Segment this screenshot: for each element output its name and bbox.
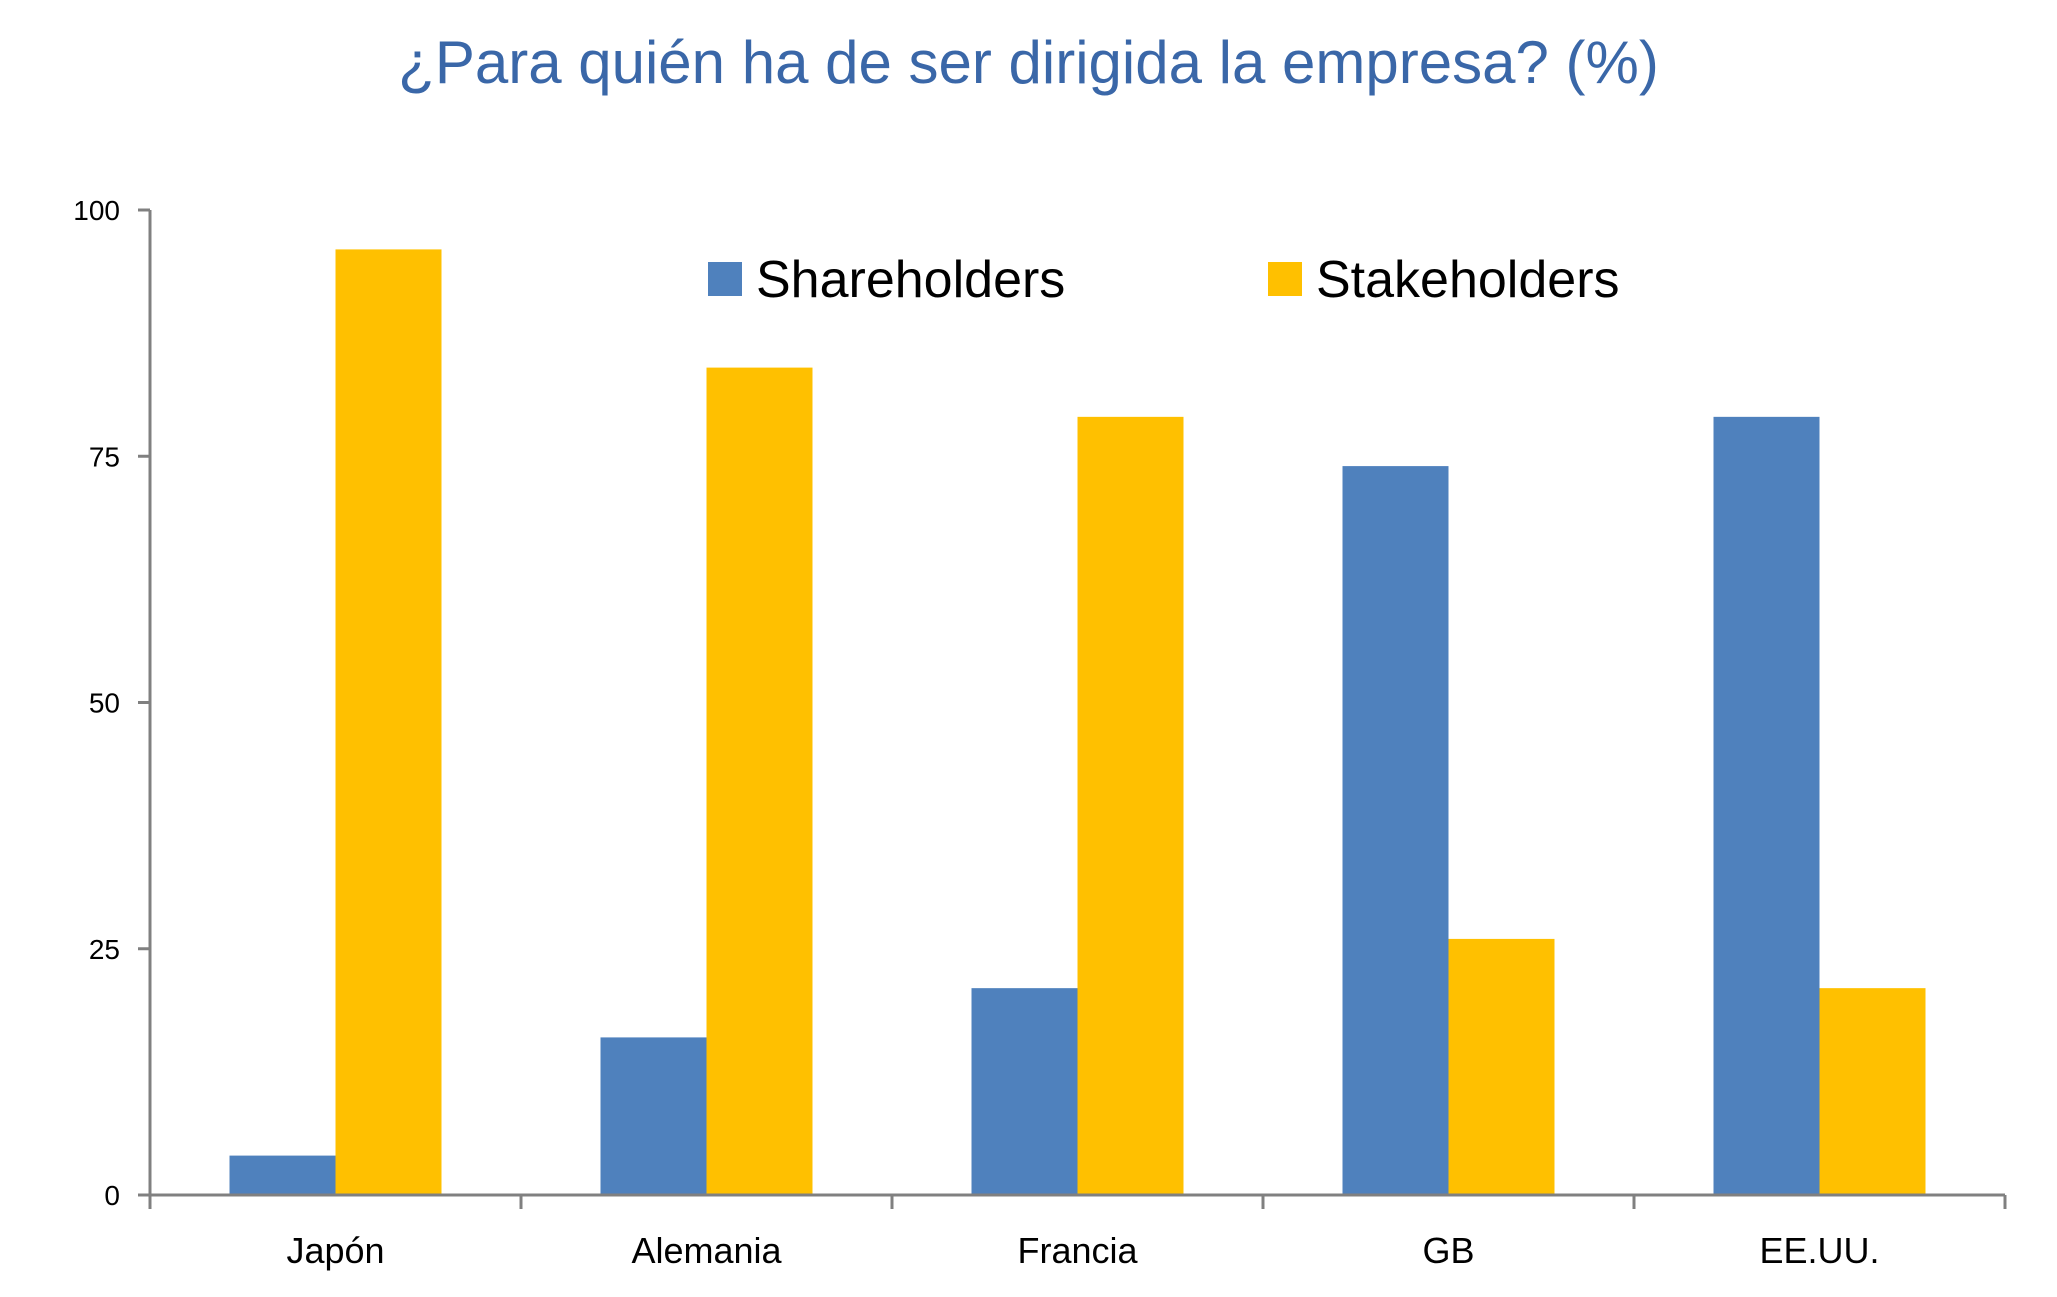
x-category-label: Francia xyxy=(1017,1230,1138,1271)
bar-stakeholders-4 xyxy=(1819,988,1926,1195)
y-tick-label: 50 xyxy=(89,688,120,719)
bar-stakeholders-2 xyxy=(1077,416,1184,1196)
x-category-label: EE.UU. xyxy=(1759,1230,1879,1271)
y-axis-ticks: 0 25 50 75 100 xyxy=(73,195,150,1211)
legend-swatch-shareholders xyxy=(708,262,742,296)
bar-shareholders-3 xyxy=(1342,466,1449,1196)
chart-title: ¿Para quién ha de ser dirigida la empres… xyxy=(398,29,1659,96)
legend-label-shareholders: Shareholders xyxy=(756,251,1065,309)
legend: Shareholders Stakeholders xyxy=(708,251,1620,309)
x-category-label: Alemania xyxy=(631,1230,782,1271)
bar-shareholders-2 xyxy=(971,988,1078,1195)
legend-swatch-stakeholders xyxy=(1268,262,1302,296)
legend-label-stakeholders: Stakeholders xyxy=(1316,251,1620,309)
bar-shareholders-0 xyxy=(229,1155,336,1195)
y-tick-label: 75 xyxy=(89,441,120,472)
bar-stakeholders-3 xyxy=(1448,938,1555,1195)
category-labels: Japón Alemania Francia GB EE.UU. xyxy=(286,1230,1879,1271)
bar-shareholders-4 xyxy=(1713,416,1820,1196)
bar-shareholders-1 xyxy=(600,1037,707,1195)
bar-stakeholders-0 xyxy=(335,249,442,1195)
x-category-label: GB xyxy=(1422,1230,1474,1271)
bars xyxy=(229,249,1926,1196)
x-axis-ticks xyxy=(148,1195,2007,1209)
y-tick-label: 100 xyxy=(73,195,120,226)
y-tick-label: 0 xyxy=(104,1180,120,1211)
x-category-label: Japón xyxy=(286,1230,384,1271)
y-tick-label: 25 xyxy=(89,934,120,965)
bar-stakeholders-1 xyxy=(706,367,813,1196)
